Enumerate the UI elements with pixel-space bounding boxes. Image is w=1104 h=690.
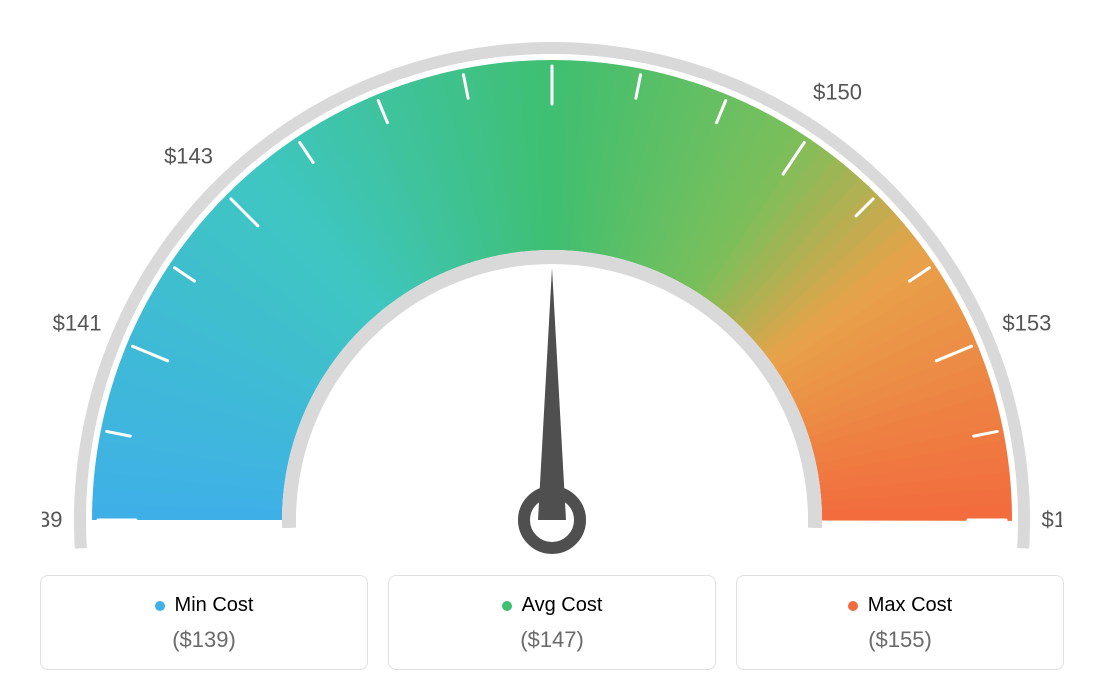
legend-value-min: ($139) [51,627,357,653]
gauge-svg: $139$141$143$147$150$153$155 [42,20,1062,580]
svg-text:$155: $155 [1042,507,1062,532]
svg-text:$143: $143 [164,144,213,169]
legend-label-text: Avg Cost [522,594,603,617]
legend-label-text: Max Cost [868,594,952,617]
legend-row: Min Cost ($139) Avg Cost ($147) Max Cost… [0,575,1104,670]
legend-label-avg: Avg Cost [399,594,705,617]
dot-icon [848,601,858,611]
svg-text:$153: $153 [1002,310,1051,335]
dot-icon [502,601,512,611]
legend-card-max: Max Cost ($155) [736,575,1064,670]
legend-label-min: Min Cost [51,594,357,617]
svg-text:$150: $150 [813,80,862,105]
svg-text:$139: $139 [42,507,62,532]
legend-label-max: Max Cost [747,594,1053,617]
legend-label-text: Min Cost [175,594,254,617]
gauge-chart: $139$141$143$147$150$153$155 [0,0,1104,560]
svg-text:$141: $141 [53,310,102,335]
legend-value-avg: ($147) [399,627,705,653]
legend-card-avg: Avg Cost ($147) [388,575,716,670]
legend-value-max: ($155) [747,627,1053,653]
dot-icon [155,601,165,611]
legend-card-min: Min Cost ($139) [40,575,368,670]
